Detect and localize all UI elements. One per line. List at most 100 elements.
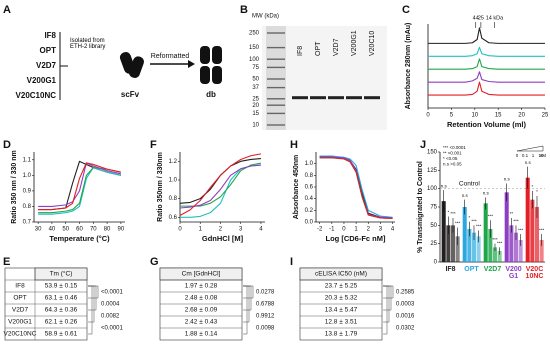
x-tick-label: -2 [317, 227, 323, 233]
panel-label: F [150, 139, 157, 151]
group-label: V2D7 [483, 266, 502, 273]
x-tick-label: 90 [118, 227, 125, 233]
p-value: 0.9912 [256, 314, 275, 320]
y-tick-label: 0.6 [305, 185, 314, 191]
sample-band [364, 96, 380, 100]
sample-band [346, 96, 362, 100]
series-line [428, 71, 545, 83]
lane-label: V2D7 [333, 38, 340, 56]
significance: *** [492, 237, 498, 242]
significance: * [536, 189, 538, 194]
ladder-band [267, 66, 285, 69]
y-tick-label: 1.0 [169, 178, 178, 184]
series-line [38, 162, 121, 207]
bar [450, 225, 456, 262]
ladder-label: 250 [249, 31, 260, 37]
p-bracket [383, 285, 390, 323]
table-cell: 2.48 ± 0.08 [185, 295, 218, 302]
y-tick-label: 0.8 [23, 204, 32, 210]
dose-wedge [516, 145, 544, 152]
ladder-band [267, 98, 285, 100]
retention-marker-label: 44 [473, 15, 479, 21]
table-cell: 62.1 ± 0.26 [45, 319, 78, 326]
dose-unit: nM [540, 153, 547, 158]
y-tick-label: 100 [427, 186, 438, 192]
ladder-band [267, 104, 285, 106]
series-line [180, 164, 262, 218]
series-line [179, 153, 262, 216]
bar [497, 251, 502, 262]
significance: n.s [483, 191, 490, 196]
significance: *** [497, 241, 503, 246]
x-tick-label: 4 [391, 227, 395, 233]
bar [471, 232, 477, 262]
ladder-band [267, 58, 285, 60]
x-axis-label: Retention Volume (ml) [447, 120, 527, 129]
x-tick-label: 1 [199, 227, 203, 233]
clone-label: V2D7 [36, 61, 57, 70]
arrow-head [188, 60, 195, 68]
bar [476, 236, 481, 262]
significance: n.s [462, 193, 469, 198]
sample-band [292, 96, 308, 100]
p-value: 0.0278 [256, 290, 275, 296]
significance: n.s [525, 160, 532, 165]
table-cell: 2.42 ± 0.43 [185, 319, 218, 326]
series-line [319, 157, 393, 220]
x-tick-label: 40 [49, 227, 56, 233]
x-tick-label: -1 [329, 227, 335, 233]
x-tick-label: 1 [354, 227, 358, 233]
y-tick-label: 0.4 [305, 196, 314, 202]
scfv-icon [119, 52, 144, 78]
y-axis-label: Absorbance 450nm [293, 155, 300, 220]
y-tick-label: 0.9 [23, 188, 32, 194]
table-cell: 1.88 ± 0.14 [185, 331, 218, 338]
p-value: 0.0004 [101, 302, 120, 308]
x-tick-label: 3 [379, 227, 383, 233]
table-cell: 12.8 ± 3.51 [325, 319, 358, 326]
lane-label: V20C10 [369, 31, 376, 56]
bar [446, 225, 451, 262]
ladder-label: 75 [252, 65, 259, 71]
clone-label: V20C10NC [16, 91, 57, 100]
ladder-band [267, 112, 285, 115]
x-tick-label: 70 [90, 227, 97, 233]
y-tick-label: 1.0 [305, 161, 314, 167]
ladder-label: 50 [252, 77, 259, 83]
p-value: 0.6788 [256, 302, 275, 308]
y-tick-label: 25 [430, 241, 437, 247]
x-tick-label: 10 [471, 113, 478, 119]
group-label: OPT [464, 266, 479, 273]
bar [539, 240, 544, 262]
ladder-band [267, 32, 285, 34]
table-header: cELISA IC50 (nM) [315, 271, 367, 278]
significance-legend: ** <0.001 [443, 151, 462, 156]
significance: *** [471, 219, 477, 224]
p-value: 0.0082 [101, 314, 120, 320]
table-cell: V200G1 [8, 319, 32, 326]
table-cell: OPT [13, 295, 26, 302]
mw-title: MW (kDa) [252, 14, 279, 20]
table-cell: 58.9 ± 0.61 [45, 331, 78, 338]
p-bracket [88, 285, 99, 299]
significance-legend: *** <0.0001 [443, 145, 466, 150]
y-tick-label: 75 [430, 205, 437, 211]
series-line [38, 167, 121, 215]
sample-band [328, 96, 344, 100]
bar [441, 201, 446, 262]
significance-legend: n.s >0.05 [443, 162, 462, 167]
x-tick-label: 5 [450, 113, 454, 119]
group-label: V200 G1 [505, 266, 522, 281]
lane-label: V200G1 [351, 30, 358, 56]
dose-label: 10 [538, 153, 544, 158]
y-tick-label: 0.8 [305, 173, 314, 179]
x-tick-label: 20 [518, 113, 525, 119]
series-line [428, 27, 545, 44]
clone-label: IF8 [44, 31, 56, 40]
table-header: Cm [GdnHCl] [182, 271, 221, 278]
ladder-label: 20 [252, 103, 259, 109]
p-value: 0.0016 [396, 314, 415, 320]
y-axis-label: % Transmigrated to Control [417, 161, 424, 253]
bar [530, 199, 535, 262]
